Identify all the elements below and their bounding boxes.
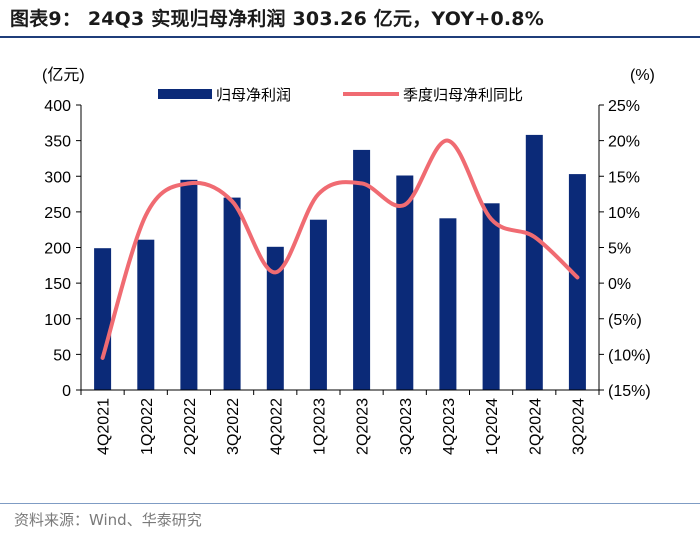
bar-3Q2024	[568, 174, 586, 390]
footer-rule	[0, 503, 700, 504]
right-tick-label: (5%)	[608, 312, 642, 329]
chart-title: 图表9： 24Q3 实现归母净利润 303.26 亿元，YOY+0.8%	[10, 8, 544, 30]
right-tick-label: (15%)	[608, 383, 651, 400]
bar-2Q2023	[353, 149, 371, 390]
source-note: 资料来源：Wind、华泰研究	[14, 511, 202, 529]
right-axis-unit: (%)	[630, 67, 655, 84]
bar-2Q2022	[180, 179, 198, 390]
left-tick-label: 200	[44, 241, 71, 258]
x-tick-label: 3Q2023	[398, 398, 415, 455]
left-tick-label: 350	[44, 134, 71, 151]
x-tick-label: 1Q2023	[311, 398, 328, 455]
right-tick-label: (10%)	[608, 347, 651, 364]
bar-4Q2021	[94, 248, 112, 390]
left-axis-unit: (亿元)	[42, 66, 85, 84]
right-tick-label: 20%	[608, 134, 640, 151]
legend-bar-label: 归母净利润	[216, 86, 291, 104]
right-tick-label: 0%	[608, 276, 631, 293]
right-tick-label: 10%	[608, 205, 640, 222]
x-tick-label: 4Q2023	[441, 398, 458, 455]
legend-bar-swatch	[158, 89, 212, 99]
x-tick-label: 4Q2022	[268, 398, 285, 455]
legend-line-label: 季度归母净利同比	[403, 86, 523, 104]
x-tick-label: 3Q2024	[570, 398, 587, 455]
bar-series	[94, 134, 586, 390]
right-tick-label: 15%	[608, 169, 640, 186]
bar-3Q2022	[223, 197, 241, 390]
title-rule	[0, 36, 700, 38]
left-tick-label: 250	[44, 205, 71, 222]
chart-canvas: 0 50 100 150 200 250 300 350 400 (15%) (10%) (5%) 0%…	[42, 66, 655, 455]
bar-1Q2023	[309, 219, 327, 390]
left-tick-label: 100	[44, 312, 71, 329]
x-tick-label: 2Q2024	[527, 398, 544, 455]
x-tick-label: 2Q2022	[182, 398, 199, 455]
bar-4Q2022	[266, 246, 284, 390]
x-tick-label: 1Q2024	[484, 398, 501, 455]
left-tick-label: 400	[44, 98, 71, 115]
axes: 0 50 100 150 200 250 300 350 400 (15%) (10%) (5%) 0%…	[44, 98, 650, 455]
x-tick-label: 1Q2022	[139, 398, 156, 455]
bar-1Q2022	[137, 239, 155, 390]
left-tick-label: 150	[44, 276, 71, 293]
left-tick-label: 300	[44, 169, 71, 186]
left-tick-label: 0	[62, 383, 71, 400]
right-tick-label: 25%	[608, 98, 640, 115]
bar-3Q2023	[396, 175, 414, 390]
bar-4Q2023	[439, 218, 457, 390]
left-tick-label: 50	[53, 347, 71, 364]
bar-2Q2024	[525, 134, 543, 390]
x-tick-label: 4Q2021	[96, 398, 113, 455]
x-tick-label: 3Q2022	[225, 398, 242, 455]
legend: 归母净利润 季度归母净利同比	[158, 86, 523, 104]
x-tick-label: 2Q2023	[355, 398, 372, 455]
bar-1Q2024	[482, 203, 500, 390]
yoy-line	[100, 138, 580, 360]
right-tick-label: 5%	[608, 241, 631, 258]
